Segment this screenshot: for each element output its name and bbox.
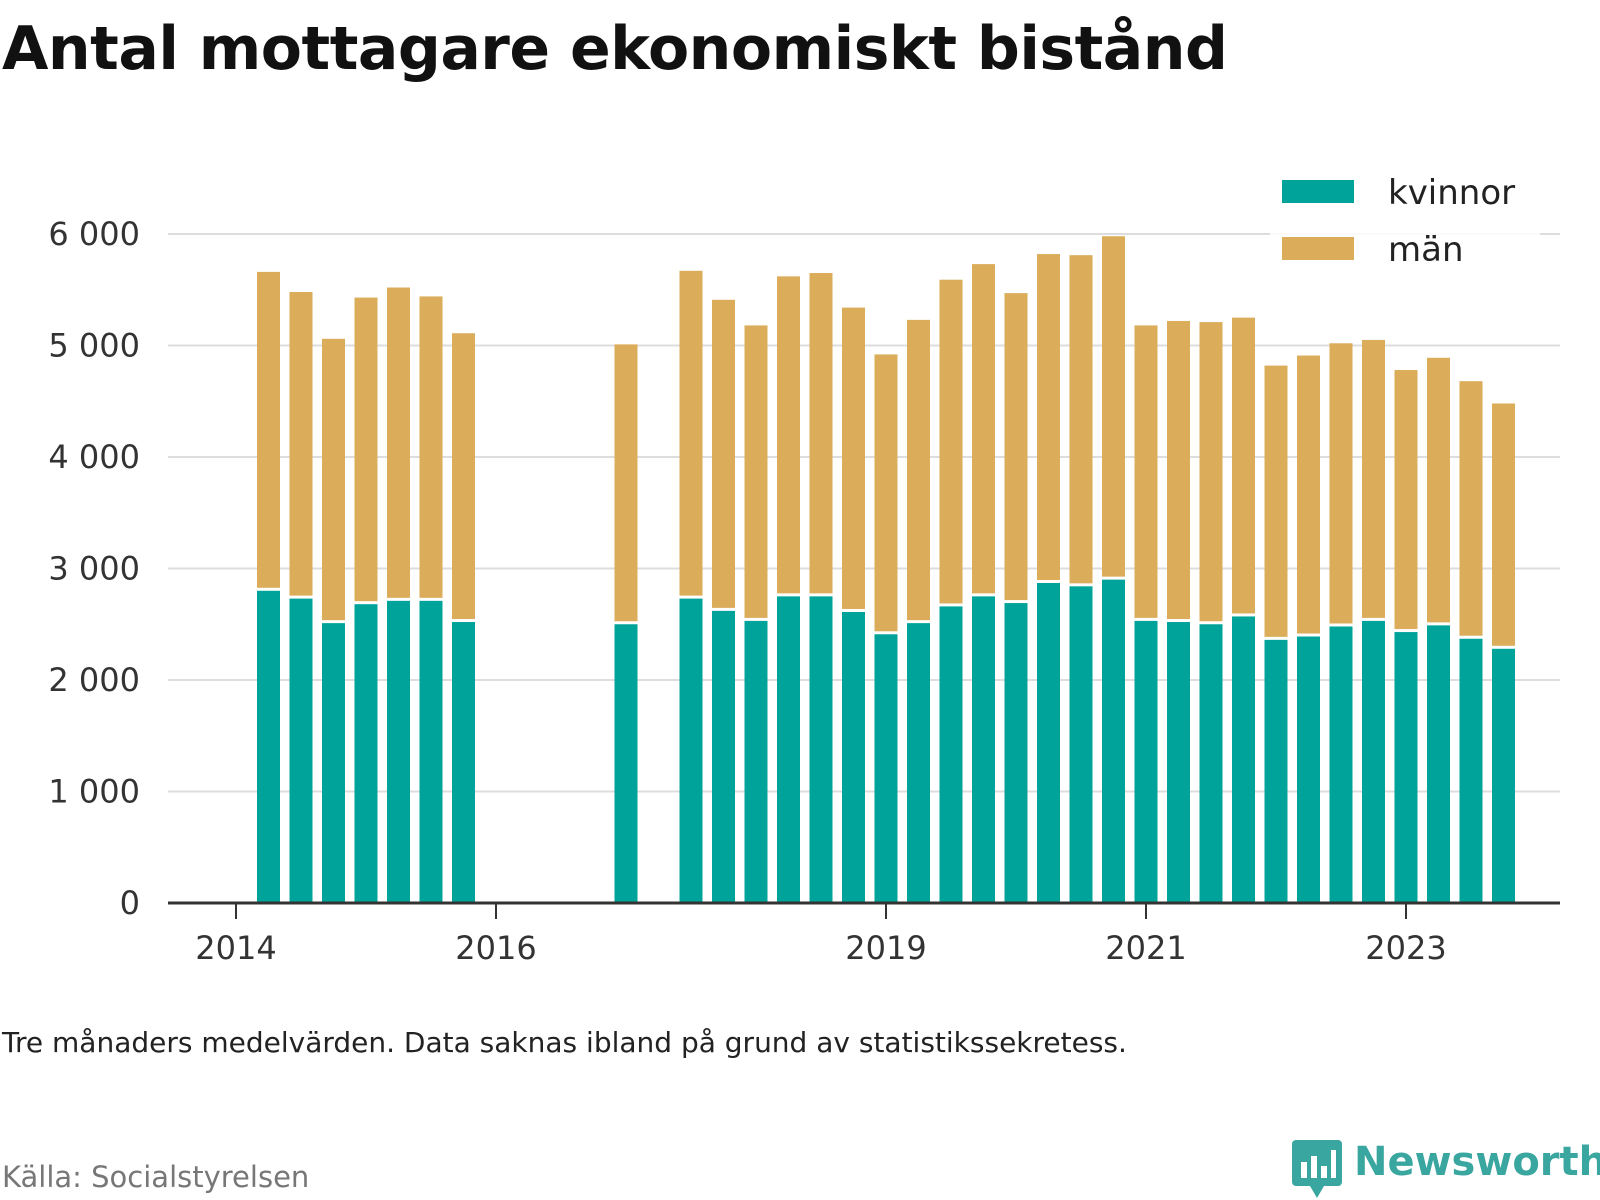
chart-footnote: Tre månaders medelvärden. Data saknas ib… <box>2 1026 1127 1059</box>
legend-label: kvinnor <box>1388 173 1515 213</box>
bar-man <box>1459 381 1483 636</box>
bar-kvinnor <box>1297 636 1320 903</box>
bar-man <box>809 273 833 594</box>
y-tick-label: 5 000 <box>48 327 140 365</box>
bar-man <box>289 291 313 596</box>
x-tick-label: 2021 <box>1105 929 1186 967</box>
y-tick-label: 4 000 <box>48 438 140 476</box>
bar-man <box>1264 365 1288 637</box>
bar-kvinnor <box>1167 622 1190 903</box>
x-tick-label: 2023 <box>1365 929 1446 967</box>
bar-kvinnor <box>1102 579 1125 903</box>
bar-man <box>907 319 930 621</box>
bar-man <box>1134 325 1158 618</box>
legend: kvinnor män <box>1270 168 1540 276</box>
bar-man <box>679 270 703 596</box>
bar-kvinnor <box>1199 624 1223 903</box>
bar-kvinnor <box>452 622 475 903</box>
bar-man <box>712 299 735 608</box>
bar-kvinnor <box>1362 620 1385 903</box>
legend-swatch <box>1282 237 1354 260</box>
bar-man <box>419 296 443 598</box>
bar-man <box>972 264 995 594</box>
bar-kvinnor <box>1459 638 1483 903</box>
bar-kvinnor <box>907 623 930 903</box>
bars <box>257 236 1515 903</box>
newsworthy-logo-icon <box>1292 1140 1342 1198</box>
stacked-bar-chart: 0 1 000 2 000 3 000 4 000 5 000 6 000 2014 2016… <box>48 168 1560 967</box>
x-axis: 2014 2016 2019 2021 2023 <box>168 901 1560 967</box>
bar-kvinnor <box>679 598 703 903</box>
bar-kvinnor <box>1394 632 1418 903</box>
source-credit: Källa: Socialstyrelsen <box>2 1160 310 1194</box>
bar-kvinnor <box>939 606 963 903</box>
chart-title: Antal mottagare ekonomiskt bistånd <box>2 14 1228 84</box>
y-tick-label: 3 000 <box>48 550 140 588</box>
y-tick-label: 2 000 <box>48 661 140 699</box>
y-tick-label: 6 000 <box>48 215 140 253</box>
bar-kvinnor <box>1037 582 1060 903</box>
bar-man <box>939 279 963 604</box>
bar-kvinnor <box>809 596 833 903</box>
x-tick-label: 2016 <box>455 929 536 967</box>
bar-kvinnor <box>257 590 280 903</box>
bar-man <box>1492 403 1515 646</box>
bar-man <box>322 338 345 621</box>
bar-man <box>614 344 638 622</box>
bar-man <box>744 325 768 618</box>
bar-kvinnor <box>744 620 768 903</box>
legend-label: män <box>1388 230 1464 270</box>
bar-man <box>777 276 800 594</box>
newsworthy-logo[interactable]: Newsworthy <box>1292 1140 1600 1200</box>
bar-man <box>1199 322 1223 622</box>
bar-kvinnor <box>712 610 735 903</box>
bar-man <box>1102 236 1125 577</box>
bar-man <box>1362 339 1385 618</box>
bar-man <box>452 333 475 620</box>
bar-kvinnor <box>1069 586 1093 903</box>
y-tick-label: 1 000 <box>48 773 140 811</box>
legend-swatch <box>1282 180 1354 203</box>
brand-name: Newsworthy <box>1354 1139 1600 1185</box>
bar-kvinnor <box>874 634 898 903</box>
bar-kvinnor <box>972 596 995 903</box>
bar-man <box>1427 357 1450 623</box>
bar-kvinnor <box>1232 616 1255 903</box>
bar-man <box>1167 320 1190 620</box>
bar-man <box>1037 254 1060 580</box>
bar-kvinnor <box>614 624 638 903</box>
bar-man <box>874 354 898 632</box>
bar-kvinnor <box>777 596 800 903</box>
bar-man <box>257 271 280 588</box>
bar-kvinnor <box>1134 620 1158 903</box>
bar-kvinnor <box>1329 626 1353 903</box>
bar-man <box>387 287 410 598</box>
bar-man <box>1004 293 1028 601</box>
bar-kvinnor <box>387 600 410 903</box>
bar-man <box>842 307 865 609</box>
x-tick-label: 2014 <box>195 929 276 967</box>
bar-man <box>1329 343 1353 624</box>
bar-man <box>1394 370 1418 630</box>
bar-kvinnor <box>322 623 345 903</box>
y-tick-label: 0 <box>120 884 140 922</box>
bar-kvinnor <box>1264 639 1288 903</box>
y-axis-labels: 0 1 000 2 000 3 000 4 000 5 000 6 000 <box>48 215 140 922</box>
bar-man <box>354 297 378 602</box>
bar-man <box>1232 317 1255 614</box>
bar-man <box>1297 355 1320 634</box>
bar-kvinnor <box>842 611 865 903</box>
bar-kvinnor <box>354 604 378 903</box>
bar-man <box>1069 255 1093 584</box>
bar-kvinnor <box>289 598 313 903</box>
bar-kvinnor <box>1004 603 1028 903</box>
x-tick-label: 2019 <box>845 929 926 967</box>
bar-kvinnor <box>419 600 443 903</box>
bar-kvinnor <box>1492 648 1515 903</box>
bar-kvinnor <box>1427 625 1450 903</box>
